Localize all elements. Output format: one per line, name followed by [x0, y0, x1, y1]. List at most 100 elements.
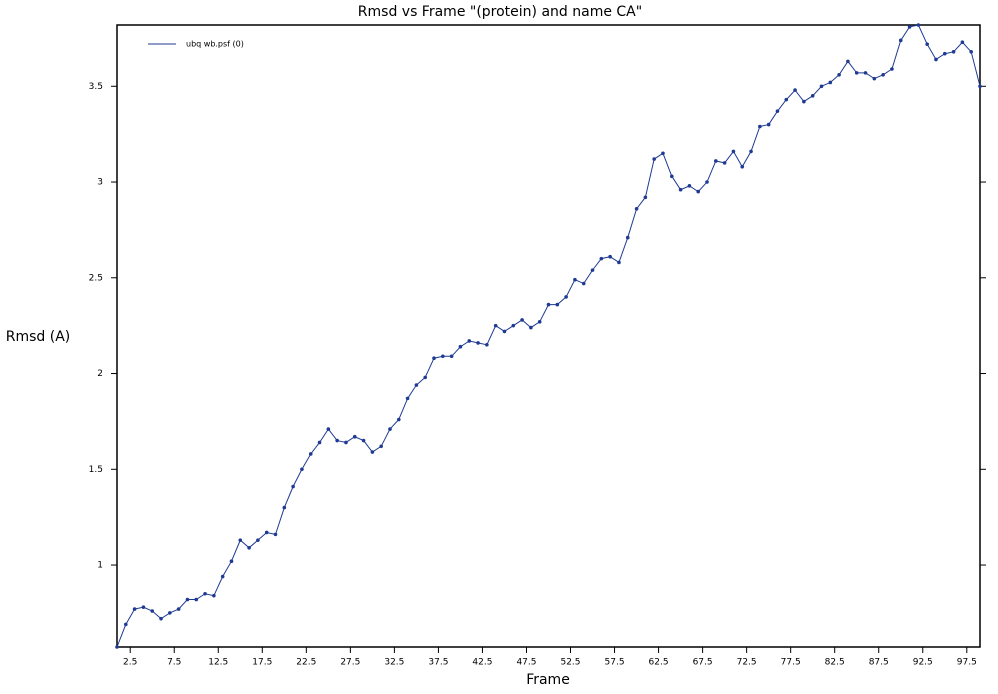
data-point [159, 616, 163, 621]
x-tick-label: 77.5 [781, 658, 801, 668]
data-point [951, 50, 956, 54]
data-point [846, 59, 850, 64]
series-line [116, 24, 981, 648]
data-point [608, 254, 612, 259]
legend-label: ubq wb.psf (0) [186, 40, 244, 49]
data-point [529, 325, 533, 330]
data-point [555, 302, 560, 307]
y-tick-label: 1 [97, 561, 103, 571]
data-point [775, 109, 780, 113]
data-point [599, 256, 604, 261]
data-point [643, 195, 648, 200]
data-point [467, 339, 472, 343]
data-point [396, 417, 401, 422]
data-point [573, 277, 577, 282]
x-tick-label: 52.5 [560, 658, 580, 668]
data-point [907, 25, 912, 29]
data-point [652, 157, 656, 161]
data-point [793, 88, 797, 92]
plot-frame [116, 24, 981, 648]
data-point [802, 99, 806, 104]
data-point [282, 505, 287, 510]
data-point [300, 467, 304, 472]
data-point [379, 444, 383, 449]
data-point [898, 38, 903, 43]
y-axis-label: Rmsd (A) [6, 329, 71, 345]
data-point [203, 591, 207, 596]
y-tick-label: 3.5 [89, 82, 103, 92]
data-point [705, 180, 709, 184]
x-tick-label: 57.5 [605, 658, 625, 668]
data-point [247, 546, 251, 550]
data-point [194, 597, 199, 602]
data-point [176, 607, 181, 611]
data-point [352, 434, 357, 439]
data-point [819, 84, 824, 89]
data-point [537, 320, 542, 324]
data-point [441, 354, 445, 359]
data-point [634, 207, 639, 211]
x-tick-label: 22.5 [296, 658, 316, 668]
data-point [256, 538, 260, 542]
data-point [405, 396, 410, 401]
data-point [388, 427, 392, 431]
data-point [326, 427, 331, 431]
data-point [749, 149, 753, 154]
data-point [722, 161, 727, 165]
data-point [449, 354, 454, 359]
data-point [590, 268, 595, 272]
data-point [115, 645, 119, 649]
y-tick-label: 1.5 [89, 465, 103, 475]
x-tick-label: 42.5 [472, 658, 492, 668]
data-point [432, 356, 436, 361]
data-point [229, 559, 234, 564]
chart-title: Rmsd vs Frame "(protein) and name CA" [358, 4, 642, 20]
data-point [854, 71, 859, 75]
x-tick-label: 92.5 [913, 658, 933, 668]
data-point [168, 611, 172, 615]
x-tick-label: 82.5 [825, 658, 845, 668]
data-point [317, 440, 322, 445]
x-tick-label: 97.5 [957, 658, 977, 668]
x-tick-label: 47.5 [516, 658, 536, 668]
data-point [969, 50, 973, 54]
data-point [714, 159, 718, 163]
data-point [837, 72, 841, 77]
data-point [890, 67, 894, 71]
data-point [238, 538, 243, 542]
data-point [617, 260, 621, 265]
data-point [758, 124, 762, 129]
data-point [344, 440, 348, 445]
y-tick-label: 2.5 [89, 273, 103, 283]
data-point [960, 40, 965, 45]
data-point [150, 609, 155, 613]
data-point [625, 235, 630, 240]
data-point [581, 281, 586, 286]
data-point [934, 57, 938, 62]
data-point [493, 323, 498, 328]
data-point [361, 438, 366, 443]
data-point [335, 438, 339, 443]
data-point [132, 607, 137, 611]
x-tick-label: 87.5 [869, 658, 889, 668]
data-point [784, 97, 789, 102]
data-point [872, 76, 877, 81]
x-tick-label: 17.5 [252, 658, 272, 668]
data-point [264, 530, 269, 535]
x-tick-label: 2.5 [123, 658, 137, 668]
x-axis-label: Frame [526, 672, 570, 688]
data-point [925, 42, 929, 46]
data-point [291, 484, 295, 489]
data-point [669, 174, 674, 179]
x-tick-label: 72.5 [737, 658, 757, 668]
data-point [678, 187, 683, 192]
x-tick-label: 12.5 [208, 658, 228, 668]
data-point [766, 122, 771, 127]
data-point [141, 605, 146, 609]
x-tick-label: 67.5 [693, 658, 713, 668]
data-point [414, 383, 419, 387]
data-point [370, 450, 375, 454]
x-tick-label: 37.5 [428, 658, 448, 668]
data-point [828, 80, 833, 85]
